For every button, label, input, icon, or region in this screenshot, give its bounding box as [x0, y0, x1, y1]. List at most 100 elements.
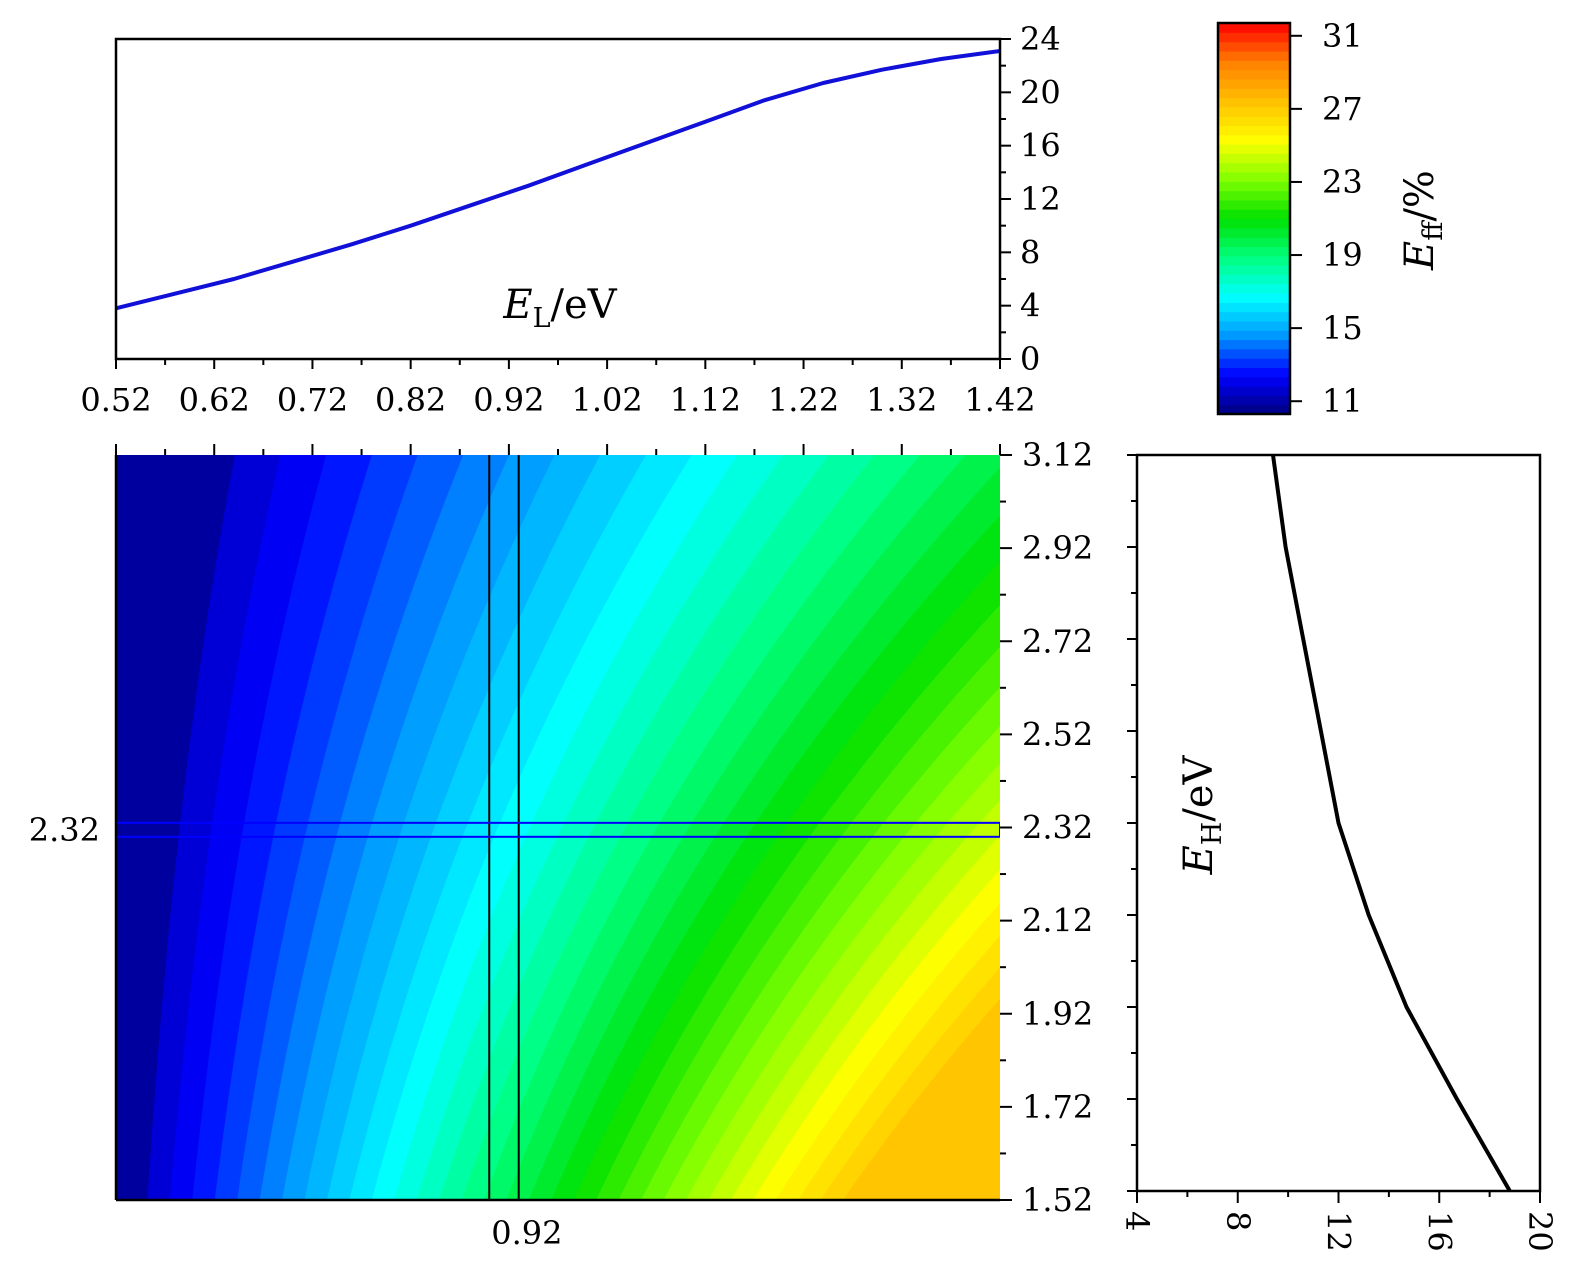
- colorbar-band: [1218, 339, 1290, 350]
- colorbar-band: [1218, 237, 1290, 248]
- main-left-tick-label: 2.32: [29, 811, 100, 849]
- colorbar-band: [1218, 88, 1290, 99]
- colorbar-band: [1218, 171, 1290, 182]
- colorbar-band: [1218, 227, 1290, 238]
- colorbar-band: [1218, 190, 1290, 201]
- colorbar-band: [1218, 376, 1290, 387]
- main-right-tick-label: 1.92: [1022, 995, 1093, 1033]
- colorbar-band: [1218, 292, 1290, 303]
- top-line-layer: [116, 49, 1000, 311]
- top-series-line: [116, 49, 1000, 311]
- colorbar-ticks: 11 15 19 23 27 31: [1290, 17, 1363, 420]
- main-right-tick-label: 2.72: [1022, 622, 1093, 660]
- top-x-tick-label: 0.72: [277, 381, 348, 419]
- colorbar-band: [1218, 50, 1290, 61]
- main-right-tick-label: 3.12: [1022, 436, 1093, 474]
- colorbar-band: [1218, 265, 1290, 275]
- main-ticks: 0.92 2.32 1.52 1.72 1.92 2.12 2.32 2.52 2.72 2.92…: [29, 436, 1094, 1252]
- right-x-tick-label: 20: [1521, 1211, 1559, 1252]
- colorbar-band: [1218, 404, 1290, 415]
- top-x-tick-label: 1.12: [670, 381, 741, 419]
- colorbar-band: [1218, 386, 1290, 396]
- colorbar-band: [1218, 106, 1290, 117]
- top-x-tick-label: 0.52: [80, 381, 151, 419]
- top-x-tick-label: 0.82: [375, 381, 446, 419]
- colorbar-band: [1218, 367, 1290, 378]
- colorbar-bands: [1218, 23, 1290, 415]
- colorbar-band: [1218, 311, 1290, 322]
- colorbar-tick-label: 19: [1322, 236, 1363, 274]
- colorbar-band: [1218, 218, 1290, 229]
- colorbar-band: [1218, 78, 1290, 89]
- colorbar-band: [1218, 144, 1290, 154]
- colorbar-band: [1218, 283, 1290, 294]
- top-y-tick-label: 16: [1020, 127, 1061, 165]
- top-y-tick-label: 20: [1020, 73, 1061, 111]
- colorbar-band: [1218, 181, 1290, 192]
- colorbar-band: [1218, 162, 1290, 173]
- right-line-layer: [1271, 455, 1512, 1191]
- top-y-tick-label: 0: [1020, 340, 1040, 378]
- main-right-tick-label: 1.72: [1022, 1088, 1093, 1126]
- colorbar-tick-label: 23: [1322, 163, 1363, 201]
- colorbar-band: [1218, 395, 1290, 406]
- colorbar-band: [1218, 69, 1290, 80]
- colorbar-tick-label: 11: [1322, 382, 1363, 420]
- colorbar-band: [1218, 153, 1290, 164]
- main-crosshair: [116, 455, 1000, 1200]
- main-right-tick-label: 2.12: [1022, 902, 1093, 940]
- top-ticks: 0.52 0.62 0.72 0.82 0.92 1.02 1.12 1.22 1.32 1.42…: [80, 20, 1060, 419]
- right-x-tick-label: 12: [1320, 1211, 1358, 1252]
- main-contour-fill: [116, 455, 1000, 1200]
- main-right-tick-label: 2.32: [1022, 809, 1093, 847]
- top-x-axis-title: EL/eV: [502, 282, 617, 334]
- right-x-tick-label: 8: [1219, 1211, 1257, 1231]
- contour-band: [842, 998, 1000, 1200]
- colorbar: 11 15 19 23 27 31 Eff/%: [1216, 17, 1449, 420]
- colorbar-band: [1218, 330, 1290, 341]
- colorbar-frame: [1216, 21, 1292, 416]
- colorbar-title: Eff/%: [1397, 170, 1449, 271]
- colorbar-tick-label: 27: [1322, 90, 1363, 128]
- right-y-axis-title: EH/eV: [1176, 755, 1228, 876]
- colorbar-band: [1218, 134, 1290, 145]
- main-panel: 0.92 2.32 1.52 1.72 1.92 2.12 2.32 2.52 2.72 2.92…: [29, 436, 1094, 1252]
- top-x-tick-label: 1.42: [964, 381, 1035, 419]
- colorbar-band: [1218, 23, 1290, 33]
- right-panel: 4 8 12 16 20 EH/eV: [1118, 453, 1559, 1252]
- colorbar-band: [1218, 274, 1290, 285]
- top-y-tick-label: 24: [1020, 20, 1061, 58]
- main-right-tick-label: 1.52: [1022, 1181, 1093, 1219]
- colorbar-band: [1218, 41, 1290, 52]
- colorbar-band: [1218, 116, 1290, 127]
- crosshair-horizontal-band: [116, 821, 1000, 838]
- colorbar-band: [1218, 246, 1290, 257]
- main-right-tick-label: 2.52: [1022, 715, 1093, 753]
- main-right-tick-label: 2.92: [1022, 529, 1093, 567]
- right-series-line: [1271, 455, 1512, 1191]
- colorbar-tick-label: 15: [1322, 309, 1363, 347]
- top-y-tick-label: 12: [1020, 180, 1061, 218]
- top-x-tick-label: 0.92: [473, 381, 544, 419]
- top-x-tick-label: 0.62: [179, 381, 250, 419]
- colorbar-band: [1218, 32, 1290, 43]
- colorbar-band: [1218, 125, 1290, 136]
- right-x-tick-label: 4: [1118, 1211, 1156, 1231]
- colorbar-band: [1218, 302, 1290, 313]
- top-y-tick-label: 4: [1020, 287, 1040, 325]
- right-x-tick-label: 16: [1420, 1211, 1458, 1252]
- colorbar-band: [1218, 255, 1290, 266]
- colorbar-tick-label: 31: [1322, 17, 1363, 55]
- main-x-tick-label: 0.92: [491, 1214, 562, 1252]
- colorbar-band: [1218, 97, 1290, 108]
- top-x-tick-label: 1.22: [768, 381, 839, 419]
- top-panel: 0.52 0.62 0.72 0.82 0.92 1.02 1.12 1.22 1.32 1.42…: [80, 20, 1060, 419]
- top-x-tick-label: 1.02: [571, 381, 642, 419]
- colorbar-band: [1218, 199, 1290, 210]
- colorbar-band: [1218, 348, 1290, 359]
- top-x-tick-label: 1.32: [866, 381, 937, 419]
- colorbar-band: [1218, 60, 1290, 71]
- colorbar-band: [1218, 320, 1290, 331]
- top-y-tick-label: 8: [1020, 233, 1040, 271]
